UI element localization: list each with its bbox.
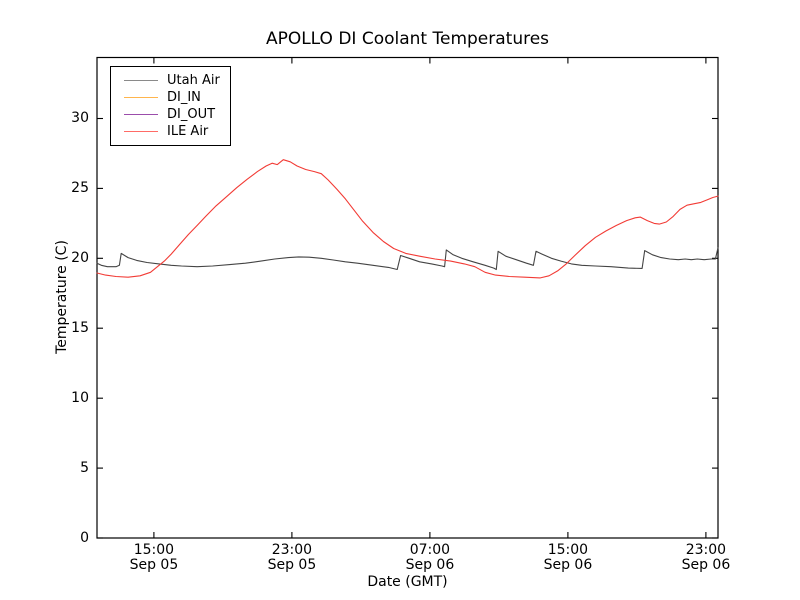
x-tick-date: Sep 05 bbox=[129, 556, 179, 573]
x-tick-date: Sep 06 bbox=[681, 556, 731, 573]
x-axis-label: Date (GMT) bbox=[367, 574, 448, 590]
x-tick-time: 23:00 bbox=[271, 542, 313, 558]
x-tick-date: Sep 06 bbox=[405, 556, 455, 573]
y-tick-label: 25 bbox=[71, 180, 89, 197]
y-tick-label: 0 bbox=[80, 530, 89, 546]
legend-label: DI_OUT bbox=[167, 107, 216, 122]
x-tick-label: 15:00 Sep 05 bbox=[109, 543, 199, 572]
x-tick-date: Sep 05 bbox=[267, 556, 317, 573]
x-tick-time: 15:00 bbox=[547, 542, 589, 558]
y-tick-label: 15 bbox=[71, 320, 89, 337]
legend-item: Utah Air bbox=[124, 72, 220, 89]
legend-line-swatch bbox=[124, 114, 158, 115]
series-line-ile-air bbox=[96, 159, 719, 279]
legend-line-swatch bbox=[124, 97, 158, 98]
legend-line-swatch bbox=[124, 131, 158, 132]
y-tick-label: 5 bbox=[80, 460, 89, 477]
legend-label: Utah Air bbox=[167, 73, 220, 88]
legend-label: ILE Air bbox=[167, 124, 209, 139]
legend-label: DI_IN bbox=[167, 90, 201, 105]
legend-line-swatch bbox=[124, 80, 158, 81]
x-tick-time: 23:00 bbox=[685, 542, 727, 558]
axes-spines bbox=[96, 56, 719, 539]
y-tick-label: 20 bbox=[71, 250, 89, 267]
chart-title: APOLLO DI Coolant Temperatures bbox=[265, 29, 550, 49]
y-tick-label: 10 bbox=[71, 390, 89, 407]
x-tick-date: Sep 06 bbox=[543, 556, 593, 573]
series-line-utah-air bbox=[96, 247, 719, 271]
legend-item: DI_OUT bbox=[124, 106, 220, 123]
x-tick-label: 07:00 Sep 06 bbox=[385, 543, 475, 572]
legend: Utah Air DI_IN DI_OUT ILE Air bbox=[110, 66, 231, 146]
y-tick-label: 30 bbox=[71, 110, 89, 127]
legend-item: ILE Air bbox=[124, 123, 220, 140]
legend-item: DI_IN bbox=[124, 89, 220, 106]
x-tick-label: 23:00 Sep 06 bbox=[661, 543, 751, 572]
x-tick-time: 15:00 bbox=[133, 542, 175, 558]
x-tick-label: 15:00 Sep 06 bbox=[523, 543, 613, 572]
x-tick-time: 07:00 bbox=[409, 542, 451, 558]
x-tick-label: 23:00 Sep 05 bbox=[247, 543, 337, 572]
